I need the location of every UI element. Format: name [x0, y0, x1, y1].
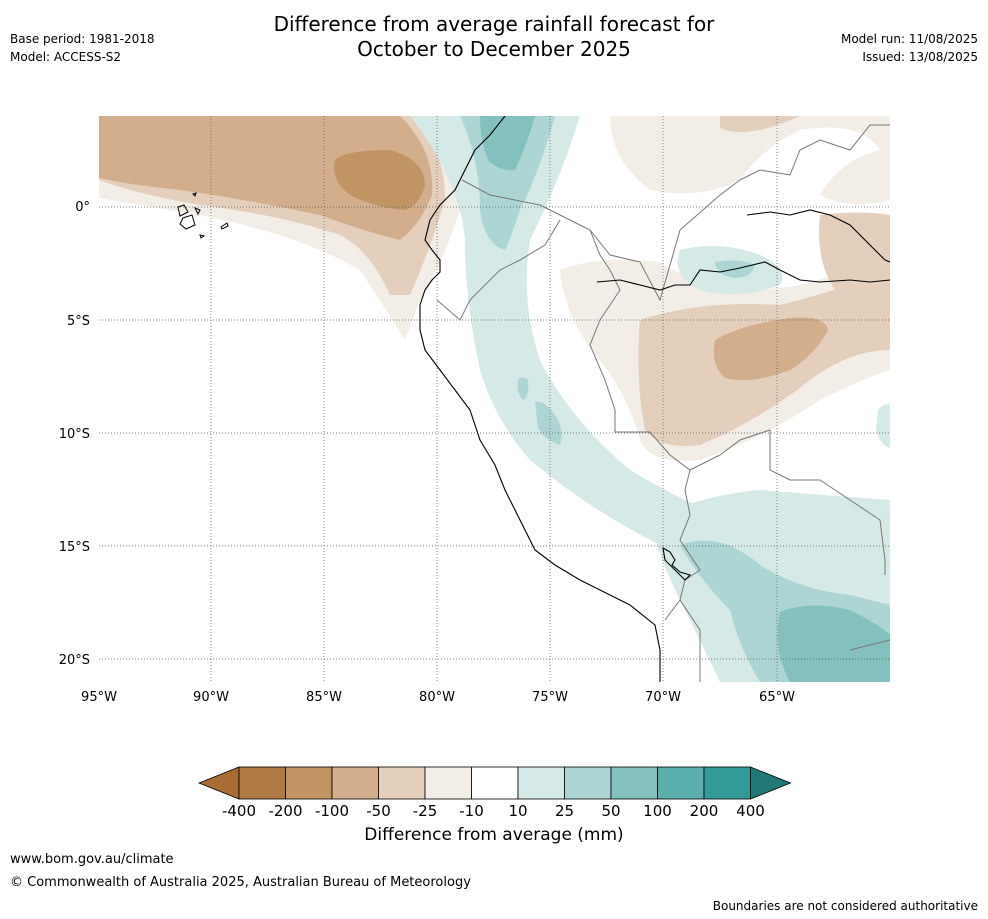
lon-label: 65°W	[759, 690, 795, 705]
lon-label: 75°W	[532, 690, 568, 705]
colorbar-tick-label: -10	[459, 802, 484, 820]
dry-region-ne-inner	[720, 116, 800, 133]
colorbar-label: Difference from average (mm)	[364, 825, 624, 845]
colorbar-tick-label: -50	[366, 802, 391, 820]
wet-spot-a	[517, 377, 529, 400]
dry-region-amazon-core	[713, 317, 828, 381]
dry-region-ne	[610, 116, 890, 204]
colorbar	[197, 766, 792, 800]
dry-region-east	[819, 212, 890, 295]
lon-labels: 95°W 90°W 85°W 80°W 75°W 70°W 65°W	[81, 690, 795, 705]
lat-label: 0°	[75, 200, 90, 215]
footer-url: www.bom.gov.au/climate	[10, 852, 174, 867]
footer-copyright: © Commonwealth of Australia 2025, Austra…	[10, 875, 471, 890]
colorbar-swatch	[610, 766, 658, 800]
colorbar-extend-low	[197, 766, 240, 800]
wet-spot-b	[535, 401, 562, 445]
colorbar-swatch	[703, 766, 751, 800]
colorbar-swatch	[378, 766, 426, 800]
colorbar-extend-high	[750, 766, 792, 800]
colorbar-tick-label: -200	[268, 802, 302, 820]
colorbar-swatch	[471, 766, 519, 800]
title-line-2: October to December 2025	[357, 37, 631, 61]
dry-region-nw-core	[99, 116, 433, 240]
wet-spot-east	[876, 404, 890, 448]
colorbar-swatch	[517, 766, 565, 800]
colorbar-swatch	[331, 766, 379, 800]
lon-label: 90°W	[193, 690, 229, 705]
colorbar-tick-label: -400	[222, 802, 256, 820]
colorbar-swatch	[564, 766, 612, 800]
colorbar-swatch	[285, 766, 333, 800]
colorbar-tick-label: 50	[601, 802, 620, 820]
dry-region-nw-max	[334, 150, 425, 210]
country-borders	[436, 124, 890, 682]
colorbar-tick-label: -25	[413, 802, 438, 820]
metadata-right: Model run: 11/08/2025 Issued: 13/08/2025	[841, 30, 978, 66]
wet-band-north	[460, 116, 555, 250]
colorbar-tick-label: 25	[555, 802, 574, 820]
issued-date: Issued: 13/08/2025	[862, 50, 978, 64]
metadata-left: Base period: 1981-2018 Model: ACCESS-S2	[10, 30, 155, 66]
colorbar-swatch	[424, 766, 472, 800]
colorbar-tick-label: 100	[643, 802, 672, 820]
lon-label: 85°W	[306, 690, 342, 705]
map-title: Difference from average rainfall forecas…	[0, 12, 988, 62]
colorbar-swatch	[238, 766, 286, 800]
colorbar-ticks: -400 -200 -100 -50 -25 -10 10 25 50 100 200 400	[222, 802, 765, 820]
lat-label: 20°S	[59, 653, 90, 668]
model-name: Model: ACCESS-S2	[10, 50, 122, 64]
colorbar-tick-label: 10	[508, 802, 527, 820]
colorbar-swatch	[657, 766, 705, 800]
lon-label: 95°W	[81, 690, 117, 705]
lat-label: 15°S	[59, 540, 90, 555]
wet-region-se-core	[777, 605, 890, 682]
galapagos-islands	[177, 192, 229, 239]
map-area	[99, 116, 890, 682]
base-period: Base period: 1981-2018	[10, 32, 155, 46]
lat-label: 10°S	[59, 427, 90, 442]
lon-label: 80°W	[419, 690, 455, 705]
title-line-1: Difference from average rainfall forecas…	[273, 12, 715, 36]
colorbar-tick-label: 400	[736, 802, 765, 820]
footer-note: Boundaries are not considered authoritat…	[712, 899, 978, 913]
coastline	[419, 116, 890, 682]
graticule	[99, 116, 890, 682]
model-run: Model run: 11/08/2025	[840, 32, 978, 46]
colorbar-tick-label: -100	[315, 802, 349, 820]
lat-labels: 0° 5°S 10°S 15°S 20°S	[59, 200, 90, 668]
lat-label: 5°S	[67, 314, 90, 329]
colorbar-tick-label: 200	[690, 802, 719, 820]
lon-label: 70°W	[645, 690, 681, 705]
